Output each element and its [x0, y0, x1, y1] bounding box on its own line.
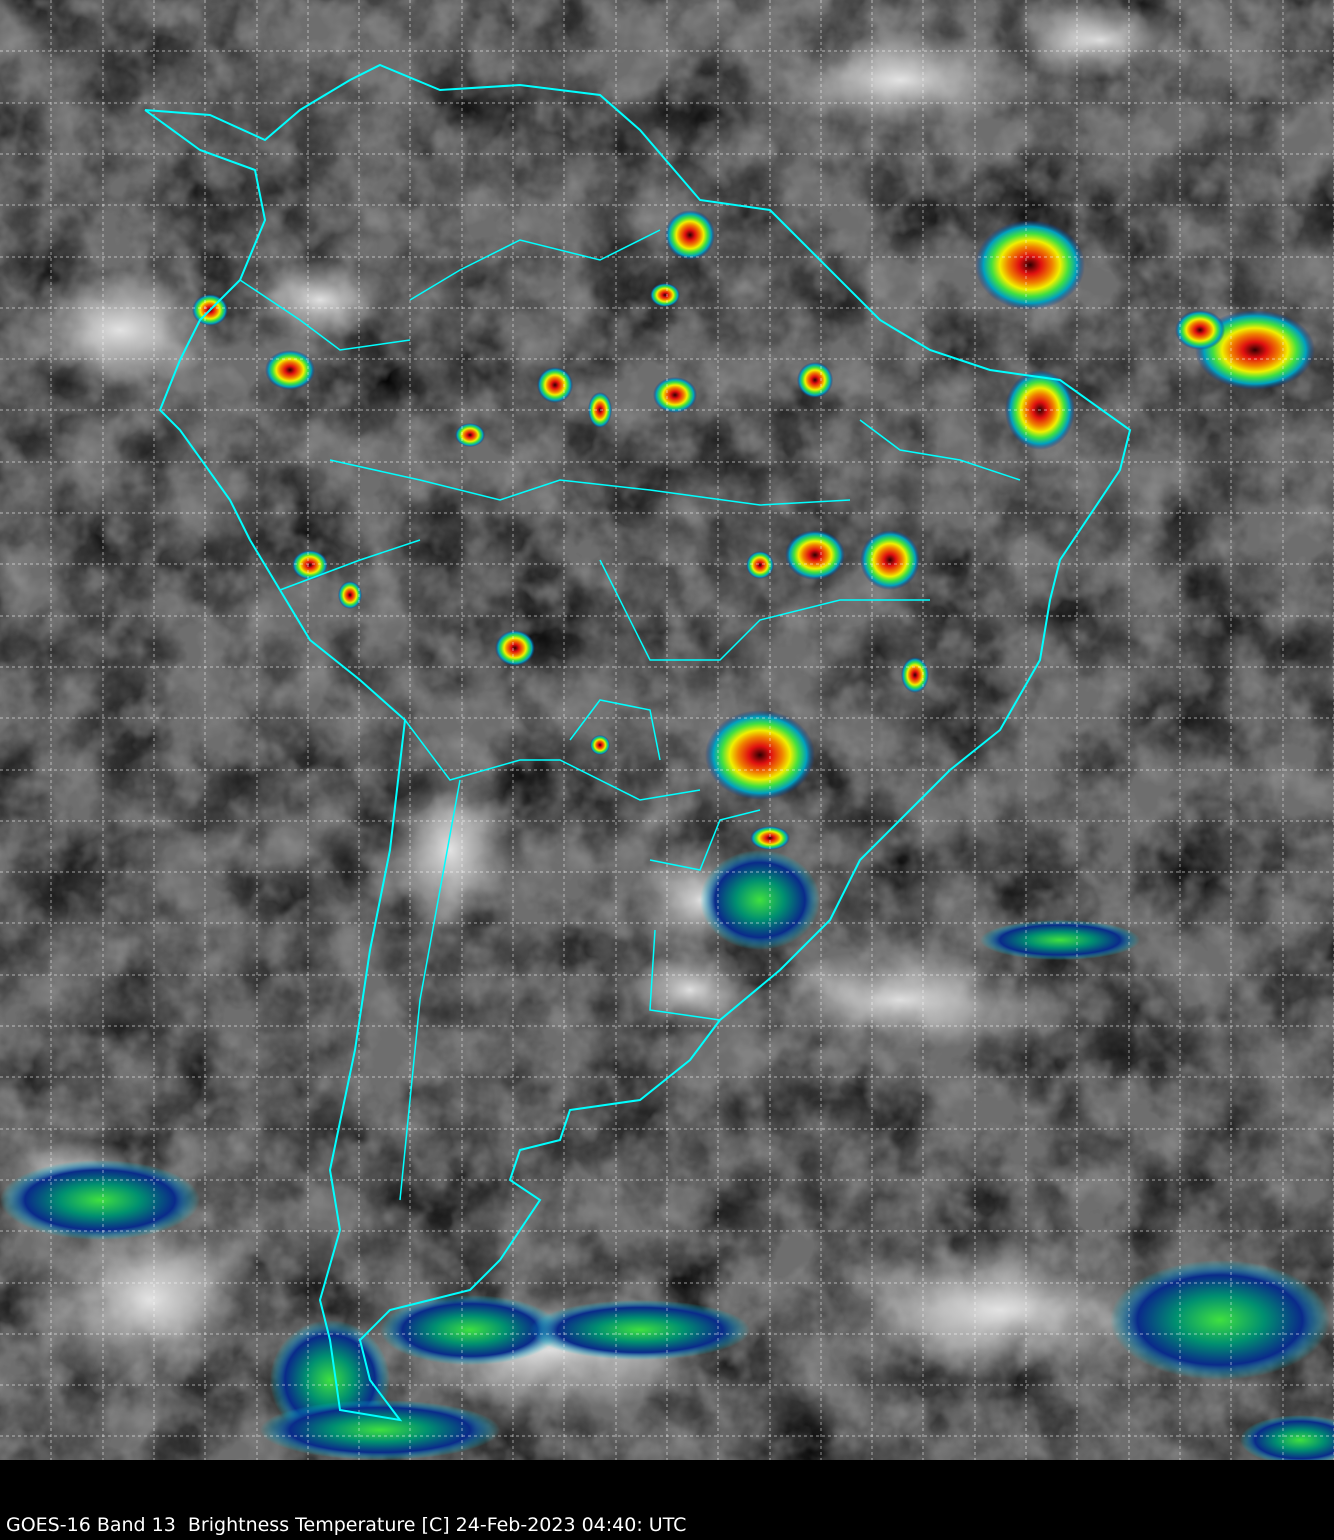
- convective-cell: [495, 630, 535, 666]
- coastline: [144, 63, 1132, 1422]
- cold-cloud-band: [980, 920, 1140, 960]
- convective-cell: [746, 551, 774, 579]
- image-caption: GOES-16 Band 13 Brightness Temperature […: [6, 1514, 687, 1536]
- cloud-region: [630, 950, 750, 1030]
- convective-cell: [1175, 310, 1225, 350]
- convective-cell: [860, 530, 920, 590]
- cold-cloud-band: [1240, 1415, 1334, 1460]
- country-border: [859, 419, 1021, 481]
- country-borders: [144, 63, 1132, 1422]
- convective-cell: [750, 826, 790, 850]
- satellite-map: [0, 0, 1334, 1460]
- convective-cell: [975, 220, 1085, 310]
- convective-cell: [665, 210, 715, 260]
- cloud-region: [760, 30, 1040, 130]
- convective-cell: [292, 550, 328, 580]
- convective-cell: [265, 350, 315, 390]
- cold-cloud-band: [0, 1160, 200, 1240]
- country-border: [329, 459, 851, 506]
- country-border: [279, 539, 421, 591]
- convective-cell: [901, 657, 929, 693]
- cloud-region: [750, 950, 1050, 1050]
- convective-cell: [705, 710, 815, 800]
- cold-cloud-band: [700, 850, 820, 950]
- convective-cell: [653, 377, 697, 413]
- cold-cloud-band: [530, 1300, 750, 1360]
- cloud-region: [800, 1240, 1200, 1380]
- country-border: [599, 559, 930, 661]
- country-border: [239, 279, 411, 351]
- lat-lon-grid: [0, 0, 1334, 1460]
- cloud-region: [1000, 0, 1200, 80]
- country-border: [649, 929, 721, 1021]
- country-border: [404, 719, 701, 801]
- country-border: [409, 229, 661, 301]
- convective-cell: [537, 367, 573, 403]
- cloud-region: [240, 260, 400, 340]
- convective-cell: [590, 735, 610, 755]
- cloud-region: [30, 1210, 270, 1390]
- cold-cloud-band: [1110, 1260, 1330, 1380]
- country-border: [649, 809, 761, 871]
- convective-cell: [455, 423, 485, 447]
- cloud-region: [10, 270, 230, 390]
- convective-cell: [338, 581, 362, 609]
- convective-cell: [650, 283, 680, 307]
- country-border: [569, 699, 661, 761]
- country-border: [399, 779, 461, 1201]
- cold-cloud-band: [260, 1400, 500, 1460]
- convective-cell: [797, 362, 833, 398]
- cloud-region: [390, 770, 510, 930]
- convective-cell: [785, 530, 845, 580]
- cold-cloud-band: [380, 1295, 560, 1365]
